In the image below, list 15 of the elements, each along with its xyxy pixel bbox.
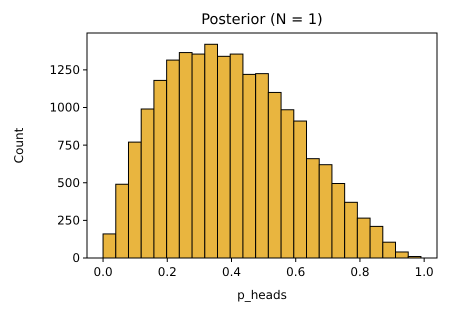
y-tick-label: 1000 (49, 100, 80, 115)
y-axis-title: Count (12, 127, 26, 164)
x-axis-title: p_heads (237, 288, 287, 302)
y-tick-label: 0 (72, 251, 80, 266)
x-tick-label: 0.4 (222, 265, 242, 279)
x-tick-label: 0.2 (158, 265, 177, 279)
y-tick-label: 250 (57, 214, 80, 228)
chart-title: Posterior (N = 1) (201, 12, 323, 28)
x-tick-label: 0.6 (286, 265, 306, 279)
y-tick-label: 500 (57, 176, 80, 190)
y-tick-label: 1250 (49, 63, 80, 78)
x-tick-label: 1.0 (414, 265, 434, 279)
y-tick-label: 750 (57, 138, 80, 152)
x-tick-label: 0.0 (94, 265, 113, 279)
x-tick-label: 0.8 (350, 265, 370, 279)
